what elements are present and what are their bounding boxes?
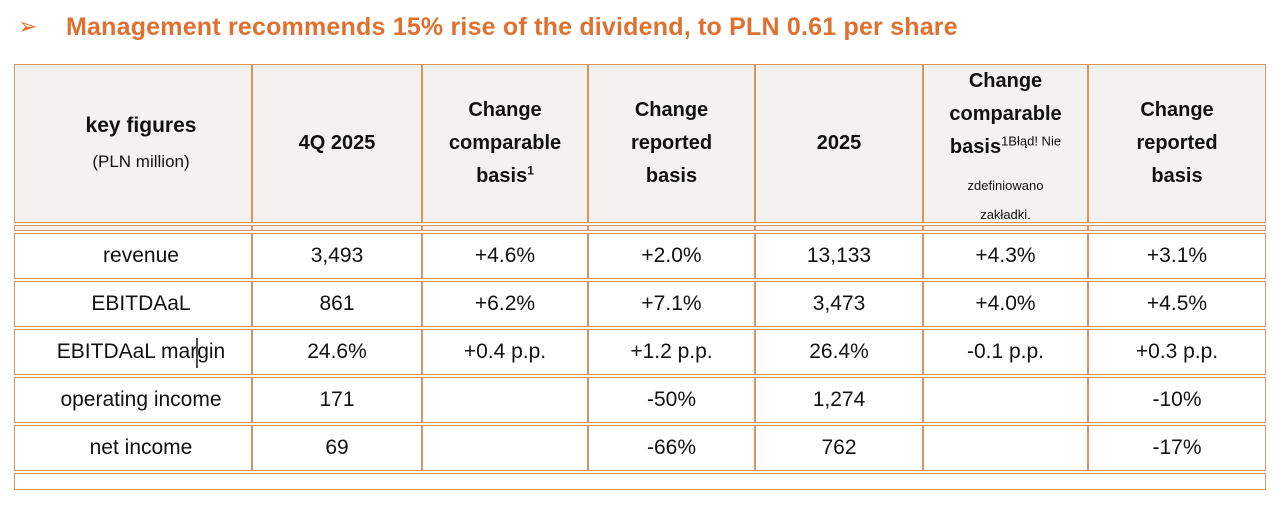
row-label: net income: [14, 425, 252, 471]
header-4q-2025: 4Q 2025: [252, 64, 422, 223]
cell-fy-value: 3,473: [755, 281, 923, 327]
cell-change-comparable-fy: +4.0%: [923, 281, 1088, 327]
bookmark-error-text: zakładki.: [980, 207, 1031, 222]
cell-4q-value: 3,493: [252, 233, 422, 279]
table-row-ebitdaal-margin: EBITDAaL margin 24.6% +0.4 p.p. +1.2 p.p…: [14, 329, 1266, 375]
cell-change-reported-q: -66%: [588, 425, 755, 471]
empty-footer-row: [14, 473, 1266, 490]
header-key-figures-unit: (PLN million): [92, 152, 190, 171]
arrowhead-bullet-icon: ➢: [18, 14, 38, 40]
cell-change-reported-fy: -10%: [1088, 377, 1266, 423]
header-change-reported-fy: Change reported basis: [1088, 64, 1266, 223]
cell-change-comparable-q: +0.4 p.p.: [422, 329, 588, 375]
header-change-comparable-fy: Change comparable basis1Błąd! Nie zdefin…: [923, 64, 1088, 223]
row-label: EBITDAaL: [14, 281, 252, 327]
cell-change-reported-q: +1.2 p.p.: [588, 329, 755, 375]
table-row-net-income: net income 69 -66% 762 -17%: [14, 425, 1266, 471]
cell-change-comparable-q: [422, 377, 588, 423]
cell-4q-value: 861: [252, 281, 422, 327]
text-cursor: [196, 338, 198, 368]
cell-4q-value: 24.6%: [252, 329, 422, 375]
spacer-row: [14, 225, 1266, 231]
header-key-figures: key figures (PLN million): [14, 64, 252, 223]
table-row-ebitdaal: EBITDAaL 861 +6.2% +7.1% 3,473 +4.0% +4.…: [14, 281, 1266, 327]
cell-fy-value: 762: [755, 425, 923, 471]
cell-change-reported-fy: -17%: [1088, 425, 1266, 471]
cell-change-reported-q: -50%: [588, 377, 755, 423]
row-label: revenue: [14, 233, 252, 279]
cell-change-reported-q: +7.1%: [588, 281, 755, 327]
cell-4q-value: 69: [252, 425, 422, 471]
header-change-comparable-q: Change comparable basis1: [422, 64, 588, 223]
empty-footer-cell: [14, 473, 1266, 490]
cell-change-reported-q: +2.0%: [588, 233, 755, 279]
slide-title-row: ➢ Management recommends 15% rise of the …: [18, 11, 1280, 43]
header-change-reported-q: Change reported basis: [588, 64, 755, 223]
key-figures-table: key figures (PLN million) 4Q 2025 Change…: [14, 62, 1266, 492]
table-row-revenue: revenue 3,493 +4.6% +2.0% 13,133 +4.3% +…: [14, 233, 1266, 279]
cell-change-comparable-fy: -0.1 p.p.: [923, 329, 1088, 375]
cell-change-reported-fy: +4.5%: [1088, 281, 1266, 327]
cell-fy-value: 26.4%: [755, 329, 923, 375]
cell-change-reported-fy: +3.1%: [1088, 233, 1266, 279]
cell-change-comparable-fy: [923, 425, 1088, 471]
row-label: operating income: [14, 377, 252, 423]
slide-title: Management recommends 15% rise of the di…: [66, 13, 958, 41]
cell-change-comparable-fy: [923, 377, 1088, 423]
header-key-figures-title: key figures: [85, 114, 197, 137]
cell-change-comparable-q: +6.2%: [422, 281, 588, 327]
cell-change-reported-fy: +0.3 p.p.: [1088, 329, 1266, 375]
row-label: EBITDAaL margin: [14, 329, 252, 375]
cell-change-comparable-fy: +4.3%: [923, 233, 1088, 279]
cell-change-comparable-q: +4.6%: [422, 233, 588, 279]
table-header-row: key figures (PLN million) 4Q 2025 Change…: [14, 64, 1266, 223]
bookmark-error-text: zdefiniowano: [967, 178, 1044, 193]
header-2025: 2025: [755, 64, 923, 223]
bookmark-error-text: 1Błąd! Nie: [1001, 133, 1062, 149]
cell-fy-value: 13,133: [755, 233, 923, 279]
table-row-operating-income: operating income 171 -50% 1,274 -10%: [14, 377, 1266, 423]
cell-change-comparable-q: [422, 425, 588, 471]
footnote-marker: 1: [527, 163, 534, 178]
cell-4q-value: 171: [252, 377, 422, 423]
cell-fy-value: 1,274: [755, 377, 923, 423]
